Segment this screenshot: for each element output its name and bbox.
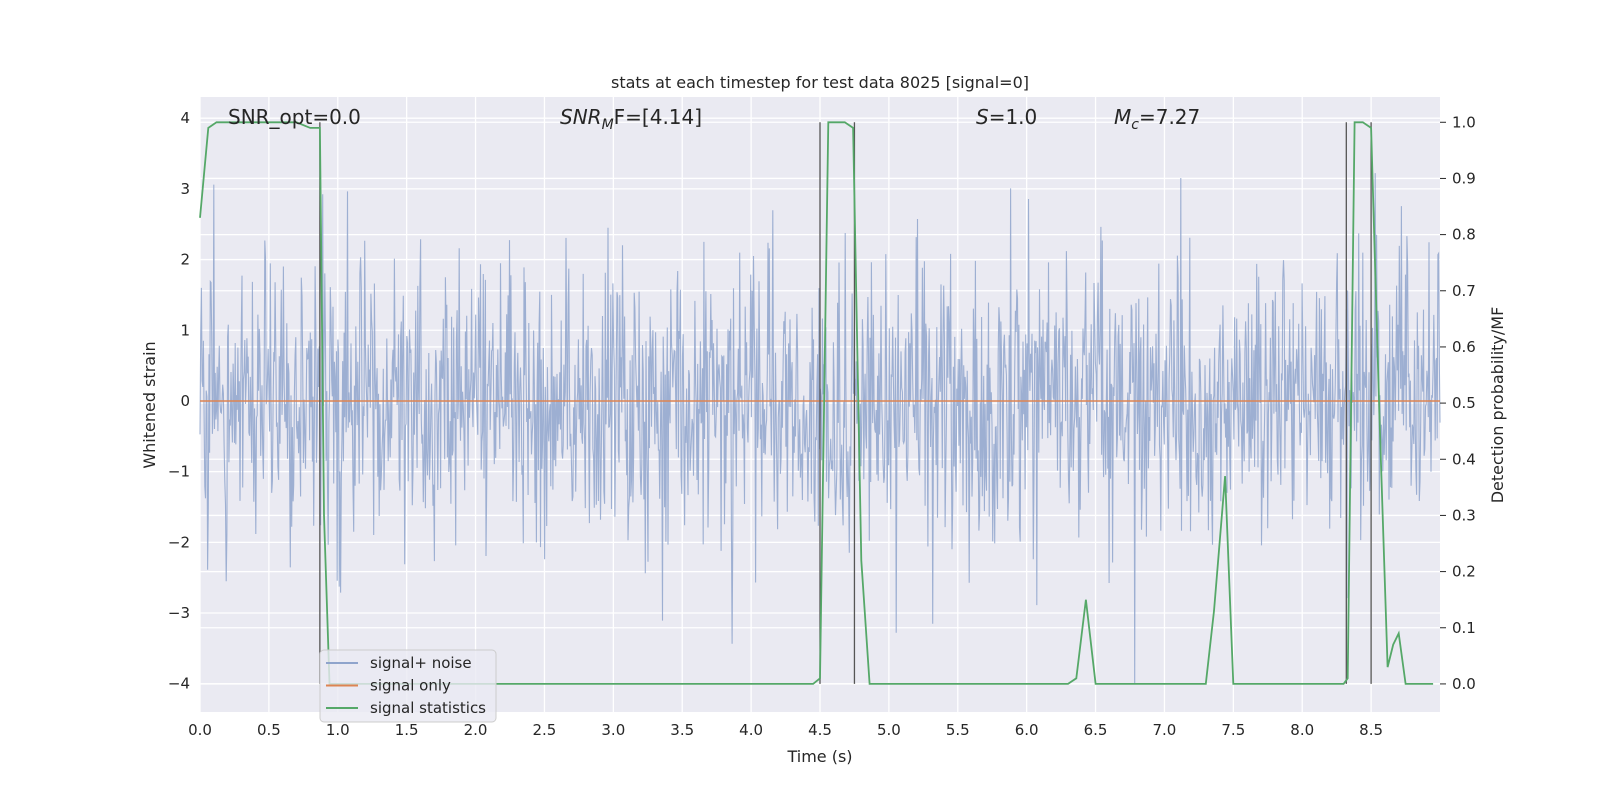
y2-tick-label: 0.2: [1452, 563, 1476, 581]
x-tick-label: 2.0: [464, 721, 488, 739]
y-tick-label: 2: [180, 251, 190, 269]
x-axis-label: Time (s): [786, 747, 852, 766]
y2-axis-ticks: 1.0 0.9 0.8 0.7 0.6 0.5 0.4 0.3 0.2 0.1 0.0: [1440, 113, 1476, 693]
x-tick-label: 2.5: [533, 721, 557, 739]
y2-tick-label: 0.5: [1452, 394, 1476, 412]
mc-base: M: [1114, 105, 1131, 129]
x-tick-label: 7.0: [1153, 721, 1177, 739]
x-tick-label: 6.0: [1015, 721, 1039, 739]
x-tick-label: 3.5: [670, 721, 694, 739]
y2-tick-label: 0.8: [1452, 226, 1476, 244]
y-tick-label: −3: [168, 604, 190, 622]
y-tick-label: 4: [180, 109, 190, 127]
snr-mf-base: SNR: [560, 105, 602, 129]
annotation-s: S=1.0: [976, 105, 1037, 129]
legend-label-signal-statistics: signal statistics: [370, 699, 486, 717]
series-signal-statistics: [199, 121, 1434, 685]
y-tick-label: −2: [168, 533, 190, 551]
annotation-snr-mf: SNRMF=[4.14]: [560, 105, 702, 133]
x-tick-label: 8.0: [1290, 721, 1314, 739]
x-tick-label: 4.0: [739, 721, 763, 739]
y-tick-label: 3: [180, 180, 190, 198]
y2-tick-label: 0.7: [1452, 282, 1476, 300]
x-tick-label: 4.5: [808, 721, 832, 739]
s-base: S: [976, 105, 989, 129]
x-tick-label: 7.5: [1221, 721, 1245, 739]
y-tick-label: 1: [180, 321, 190, 339]
s-tail: =1.0: [989, 105, 1038, 129]
y-axis-label: Whitened strain: [140, 341, 159, 468]
y2-tick-label: 0.3: [1452, 506, 1476, 524]
legend-label-signal-only: signal only: [370, 677, 451, 695]
y-axis-ticks: 4 3 2 1 0 −1 −2 −3 −4: [168, 109, 190, 693]
y2-tick-label: 1.0: [1452, 113, 1476, 131]
x-tick-label: 0.5: [257, 721, 281, 739]
x-axis-ticks: 0.0 0.5 1.0 1.5 2.0 2.5 3.0 3.5 4.0 4.5 5.0 5.5 6.0 6…: [188, 721, 1383, 739]
legend-box: [319, 649, 497, 723]
mc-tail: =7.27: [1139, 105, 1200, 129]
snr-mf-tail: F=[4.14]: [614, 105, 702, 129]
snr-mf-sub: M: [602, 117, 614, 133]
legend: signal+ noise signal only signal statist…: [319, 649, 497, 723]
x-tick-label: 0.0: [188, 721, 212, 739]
x-tick-label: 5.5: [946, 721, 970, 739]
legend-label-signal-noise: signal+ noise: [370, 654, 472, 672]
annotation-mc: Mc=7.27: [1114, 105, 1200, 133]
y-tick-label: −1: [168, 463, 190, 481]
chart-title: stats at each timestep for test data 802…: [611, 73, 1029, 92]
mc-sub: c: [1131, 117, 1139, 133]
y2-tick-label: 0.1: [1452, 619, 1476, 637]
annotation-snr-opt: SNR_opt=0.0: [228, 105, 361, 129]
y2-tick-label: 0.4: [1452, 450, 1476, 468]
y2-tick-label: 0.6: [1452, 338, 1476, 356]
y2-tick-label: 0.0: [1452, 675, 1476, 693]
x-tick-label: 8.5: [1359, 721, 1383, 739]
x-tick-label: 1.5: [395, 721, 419, 739]
x-tick-label: 5.0: [877, 721, 901, 739]
x-tick-label: 6.5: [1084, 721, 1108, 739]
y-tick-label: −4: [168, 675, 190, 693]
y2-tick-label: 0.9: [1452, 169, 1476, 187]
y2-axis-label: Detection probability/MF: [1488, 307, 1507, 504]
signal-statistics-line: [199, 121, 1434, 685]
x-tick-label: 1.0: [326, 721, 350, 739]
y-tick-label: 0: [180, 392, 190, 410]
x-tick-label: 3.0: [601, 721, 625, 739]
